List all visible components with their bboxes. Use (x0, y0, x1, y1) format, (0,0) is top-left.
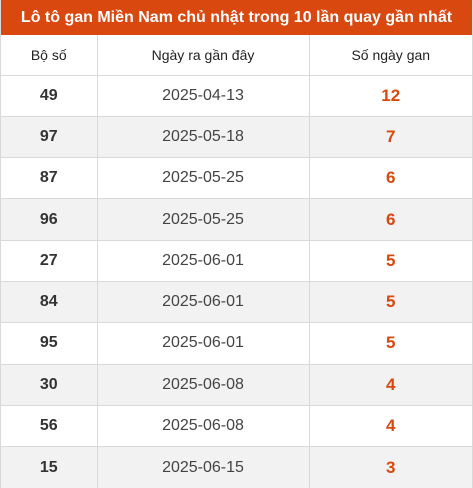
row-date: 2025-06-01 (97, 240, 310, 282)
row-date: 2025-05-25 (97, 157, 310, 200)
row-days: 4 (309, 405, 472, 448)
row-number: 27 (1, 240, 98, 282)
row-days: 7 (309, 116, 472, 159)
row-number: 97 (1, 116, 98, 159)
header-days: Số ngày gan (309, 35, 472, 76)
row-number: 49 (1, 75, 98, 117)
row-days: 4 (309, 364, 472, 406)
row-number: 84 (1, 281, 98, 324)
row-date: 2025-05-25 (97, 198, 310, 241)
table-row: 49 2025-04-13 12 (1, 75, 472, 117)
row-date: 2025-06-08 (97, 405, 310, 448)
header-date: Ngày ra gần đây (97, 35, 310, 76)
row-date: 2025-06-08 (97, 364, 310, 406)
row-date: 2025-05-18 (97, 116, 310, 159)
table-row: 96 2025-05-25 6 (1, 198, 472, 241)
row-days: 6 (309, 198, 472, 241)
table-row: 95 2025-06-01 5 (1, 322, 472, 365)
table-row: 56 2025-06-08 4 (1, 405, 472, 448)
row-number: 87 (1, 157, 98, 200)
table-row: 84 2025-06-01 5 (1, 281, 472, 324)
table-row: 87 2025-05-25 6 (1, 157, 472, 200)
row-number: 15 (1, 446, 98, 488)
header-number: Bộ số (1, 35, 98, 76)
table-row: 27 2025-06-01 5 (1, 240, 472, 282)
row-date: 2025-06-01 (97, 322, 310, 365)
table-row: 15 2025-06-15 3 (1, 446, 472, 488)
row-days: 6 (309, 157, 472, 200)
row-date: 2025-06-15 (97, 446, 310, 488)
table-row: 97 2025-05-18 7 (1, 116, 472, 159)
row-number: 30 (1, 364, 98, 406)
row-number: 95 (1, 322, 98, 365)
row-days: 5 (309, 240, 472, 282)
table-title: Lô tô gan Miền Nam chủ nhật trong 10 lần… (1, 0, 472, 35)
gan-table: Bộ số Ngày ra gần đây Số ngày gan 49 202… (1, 35, 472, 488)
row-date: 2025-04-13 (97, 75, 310, 117)
row-days: 12 (309, 75, 472, 117)
row-days: 5 (309, 322, 472, 365)
row-days: 5 (309, 281, 472, 324)
row-number: 56 (1, 405, 98, 448)
row-days: 3 (309, 446, 472, 488)
table-row: 30 2025-06-08 4 (1, 364, 472, 406)
table-header-row: Bộ số Ngày ra gần đây Số ngày gan (1, 35, 472, 76)
row-date: 2025-06-01 (97, 281, 310, 324)
row-number: 96 (1, 198, 98, 241)
